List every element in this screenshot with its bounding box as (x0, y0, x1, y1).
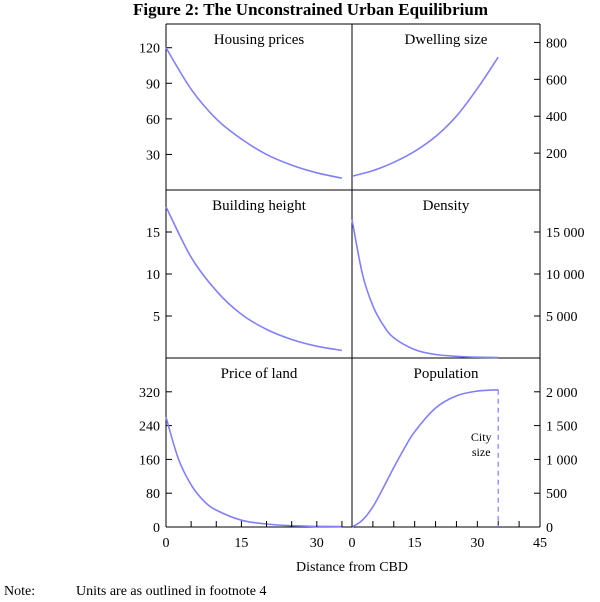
y-tick-label: 15 000 (546, 226, 585, 241)
figure-title: Figure 2: The Unconstrained Urban Equili… (133, 0, 489, 19)
y-tick-label: 320 (139, 386, 160, 401)
panel-title: Housing prices (214, 32, 305, 48)
y-tick-label: 500 (546, 487, 567, 502)
y-tick-label: 0 (153, 521, 160, 536)
y-tick-label: 600 (546, 73, 567, 88)
series-line (351, 219, 499, 359)
y-tick-label: 5 (153, 310, 160, 325)
x-tick-label: 30 (310, 536, 324, 551)
x-tick-label: 15 (408, 536, 422, 551)
y-tick-label: 400 (546, 110, 567, 125)
panel-title: Building height (212, 198, 307, 214)
figure-note: Note: Units are as outlined in footnote 4 (4, 584, 600, 600)
panel-title: Population (413, 366, 479, 382)
panel-dwelling-size: Dwelling size (351, 32, 540, 177)
y-tick-label: 1 500 (546, 420, 578, 435)
series-line (351, 389, 499, 528)
y-tick-label: 1 000 (546, 453, 578, 468)
y-tick-label: 800 (546, 36, 567, 51)
panel-housing-prices: Housing prices (165, 32, 343, 179)
y-tick-label: 2 000 (546, 386, 578, 401)
y-tick-label: 30 (146, 148, 160, 163)
y-tick-label: 160 (139, 453, 160, 468)
series-line (165, 47, 343, 179)
series-line (165, 416, 342, 528)
x-tick-label: 45 (533, 536, 547, 551)
panel-price-of-land: Price of land (165, 366, 343, 528)
annotation-label: size (472, 445, 491, 459)
panels: Housing prices Dwelling size Building heig… (165, 32, 541, 528)
y-tick-label: 0 (546, 521, 553, 536)
x-axis-label: Distance from CBD (296, 560, 408, 575)
y-tick-label: 120 (139, 42, 160, 57)
x-tick-label: 0 (163, 536, 170, 551)
x-tick-label: 30 (470, 536, 484, 551)
x-tick-label: 15 (234, 536, 248, 551)
y-tick-label: 240 (139, 420, 160, 435)
series-line (165, 206, 343, 352)
y-tick-label: 15 (146, 226, 160, 241)
note-text: Units are as outlined in footnote 4 (76, 584, 267, 599)
panel-building-height: Building height (165, 198, 343, 352)
y-tick-label: 90 (146, 77, 160, 92)
y-tick-label: 60 (146, 113, 160, 128)
y-tick-label: 200 (546, 147, 567, 162)
panel-title: Density (423, 198, 470, 214)
y-tick-label: 10 (146, 268, 160, 283)
y-tick-label: 5 000 (546, 310, 578, 325)
y-tick-label: 80 (146, 487, 160, 502)
panel-density: Density (351, 198, 540, 359)
series-line (351, 56, 499, 177)
note-label: Note: (4, 584, 36, 599)
panel-title: Price of land (221, 366, 298, 382)
panel-title: Dwelling size (405, 32, 488, 48)
annotation-label: City (471, 430, 492, 444)
x-tick-label: 0 (349, 536, 356, 551)
y-tick-label: 10 000 (546, 268, 585, 283)
